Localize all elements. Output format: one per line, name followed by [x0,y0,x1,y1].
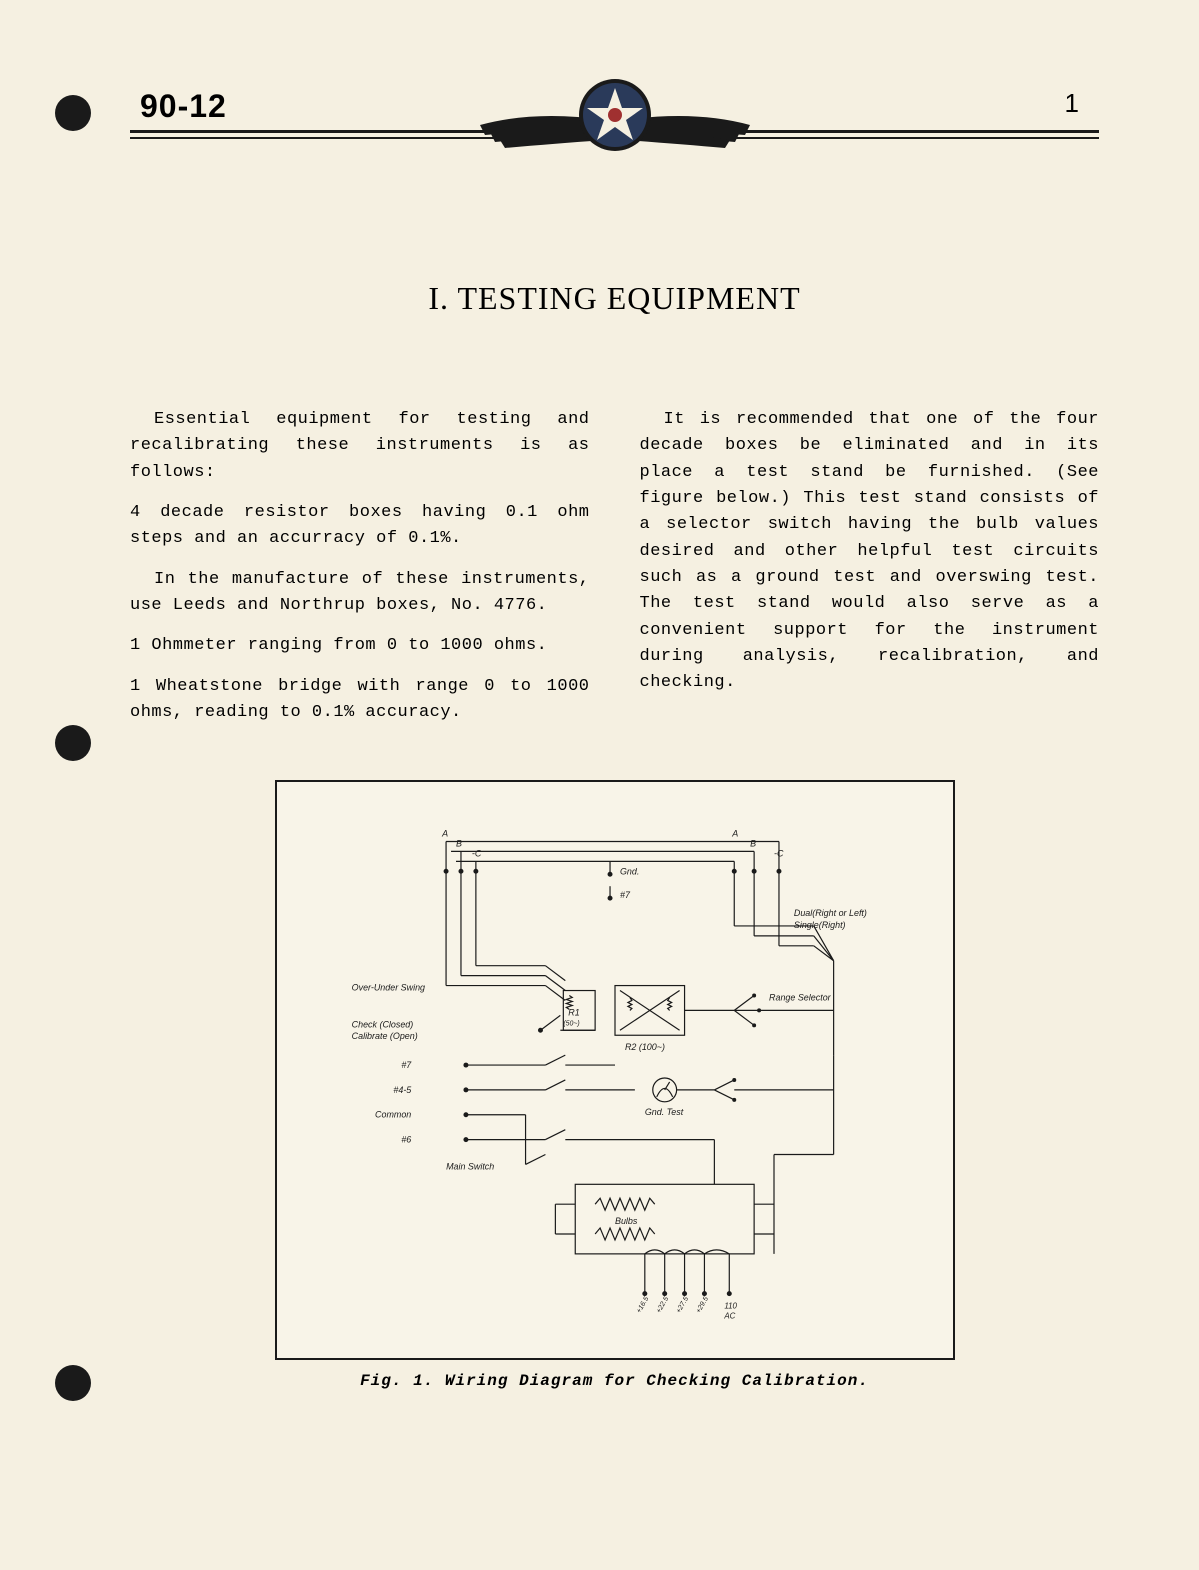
page-number: 1 [1065,88,1079,119]
label-v1: +16.5 [635,1296,650,1315]
label-v4: +29.5 [695,1296,710,1315]
label-over-under: Over-Under Swing [351,983,424,993]
paragraph: Essential equipment for testing and reca… [130,407,590,486]
section-title: I. TESTING EQUIPMENT [130,280,1099,317]
wiring-diagram: A B -C Gnd. #7 A B -C Dual(Right or Left… [275,780,955,1360]
page: 90-12 1 [0,0,1199,1570]
label-bulbs: Bulbs [615,1217,638,1227]
label-c2: -C [774,849,784,859]
document-number: 90-12 [140,88,227,125]
label-v3: +27.5 [675,1296,690,1315]
paragraph: 4 decade resistor boxes having 0.1 ohm s… [130,500,590,553]
punch-hole [55,1365,91,1401]
left-column: Essential equipment for testing and reca… [130,407,590,740]
label-range-selector: Range Selector [769,993,832,1003]
label-gnd-test: Gnd. Test [644,1107,683,1117]
label-t6: #6 [401,1135,411,1145]
label-a2: A [731,829,738,839]
label-b2: B [750,839,756,849]
paragraph: In the manufacture of these instruments,… [130,567,590,620]
label-c: -C [471,849,481,859]
body-text: Essential equipment for testing and reca… [130,407,1099,740]
label-check: Check (Closed) [351,1020,413,1030]
label-single: Single(Right) [793,920,845,930]
label-n7: #7 [619,891,630,901]
paragraph: 1 Wheatstone bridge with range 0 to 1000… [130,674,590,727]
label-r1-val: (50~) [563,1021,579,1028]
punch-hole [55,725,91,761]
figure: A B -C Gnd. #7 A B -C Dual(Right or Left… [275,780,955,1390]
label-r1: R1 [568,1008,579,1018]
paragraph: It is recommended that one of the four d… [640,407,1100,697]
label-main-switch: Main Switch [446,1162,494,1172]
right-column: It is recommended that one of the four d… [640,407,1100,740]
label-b: B [456,839,462,849]
label-a: A [441,829,448,839]
label-t45: #4-5 [393,1085,411,1095]
label-dual: Dual(Right or Left) [793,908,866,918]
label-t7: #7 [401,1060,412,1070]
label-calibrate: Calibrate (Open) [351,1032,417,1042]
label-v5: 110 [724,1302,737,1311]
label-gnd: Gnd. [619,867,638,877]
label-common: Common [375,1110,411,1120]
label-v2: +22.5 [655,1296,670,1315]
paragraph: 1 Ohmmeter ranging from 0 to 1000 ohms. [130,633,590,659]
header: 90-12 1 [130,80,1099,180]
air-force-emblem-icon [475,70,755,180]
label-r2: R2 (100~) [624,1043,664,1053]
punch-hole [55,95,91,131]
label-ac: AC [723,1312,735,1321]
figure-caption: Fig. 1. Wiring Diagram for Checking Cali… [275,1372,955,1390]
